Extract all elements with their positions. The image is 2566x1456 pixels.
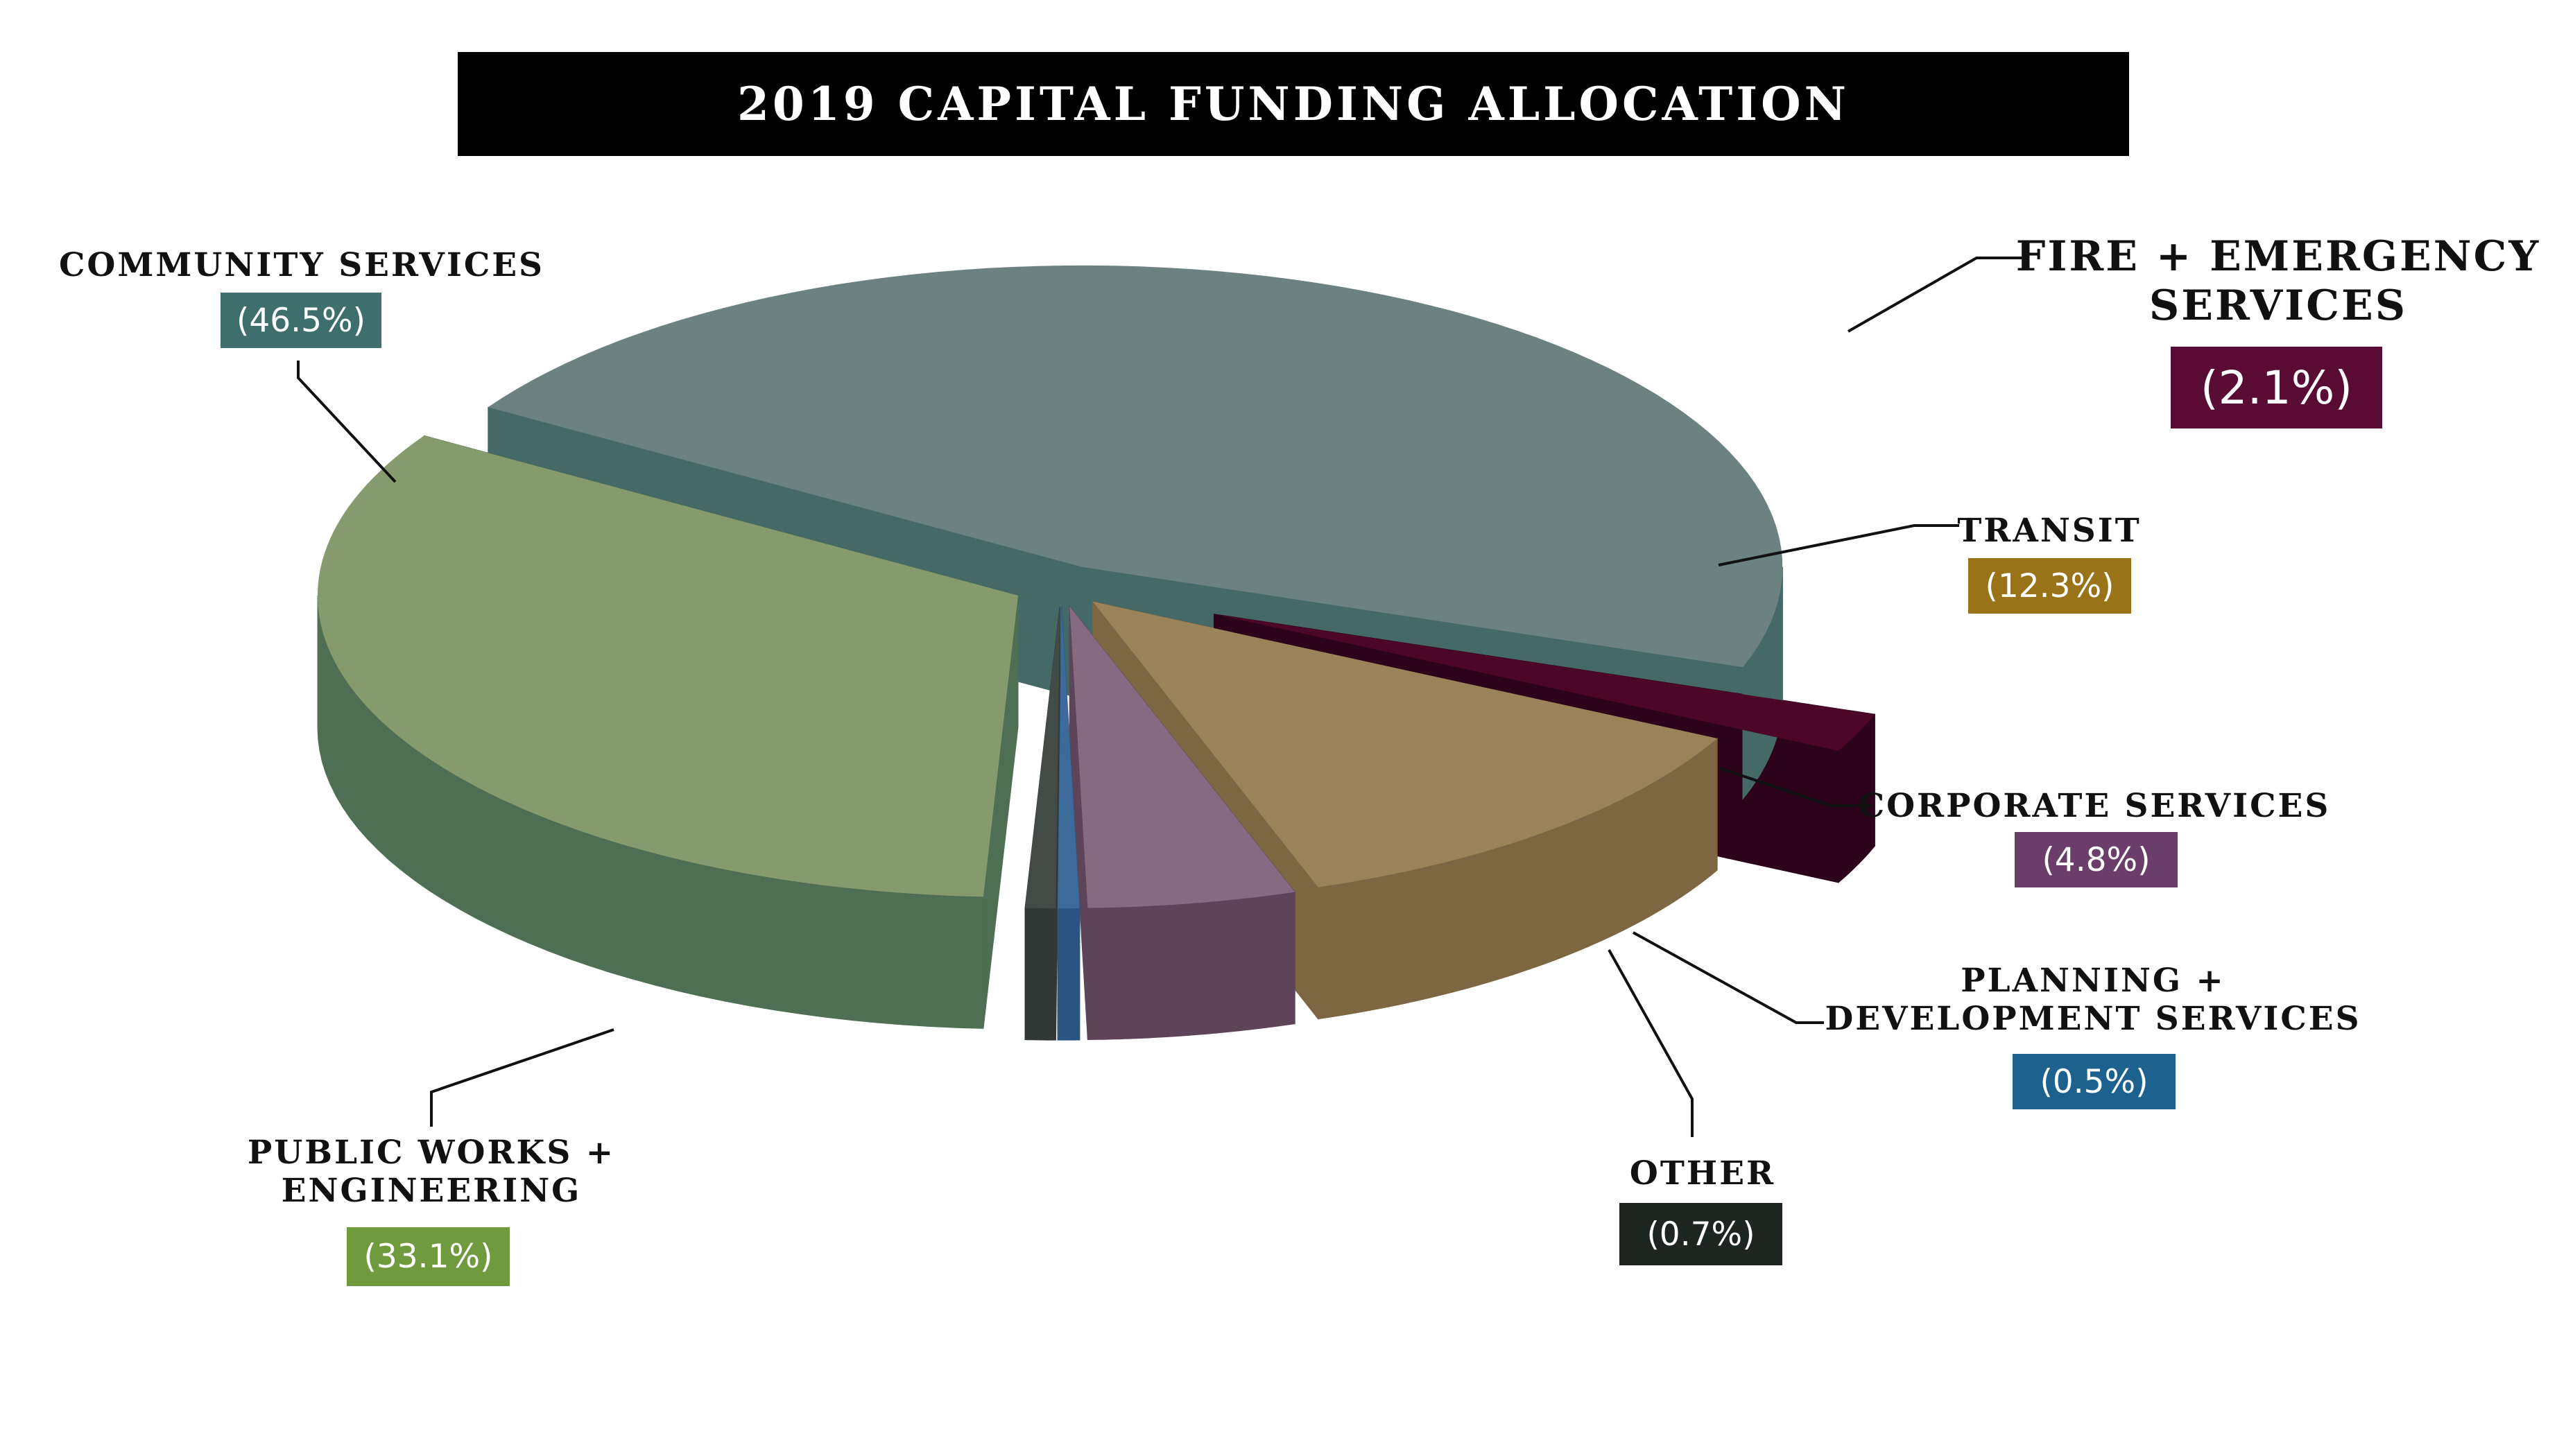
- label-line-planning-and-development-services-1: DEVELOPMENT SERVICES: [1825, 1000, 2361, 1039]
- value-badge-other: (0.7%): [1619, 1203, 1782, 1265]
- pie-side-other: [1024, 908, 1056, 1041]
- value-badge-public-works-and-engineering: (33.1%): [347, 1227, 510, 1286]
- leader-line-fire-and-emergency-services: [1848, 257, 2029, 333]
- chart-title-bar: 2019 CAPITAL FUNDING ALLOCATION: [458, 52, 2129, 156]
- label-other: OTHER: [1630, 1154, 1775, 1193]
- leader-line-planning-and-development-services: [1633, 931, 1824, 1024]
- value-badge-fire-and-emergency-services: (2.1%): [2171, 347, 2382, 428]
- label-line-community-services-0: COMMUNITY SERVICES: [59, 246, 544, 284]
- label-transit: TRANSIT: [1957, 512, 2141, 550]
- pie-slice-other: [1025, 607, 1060, 909]
- pie-slice-corporate-services: [1069, 606, 1295, 908]
- label-public-works-and-engineering: PUBLIC WORKS + ENGINEERING: [248, 1134, 615, 1211]
- leader-line-other: [1608, 949, 1694, 1137]
- pie-slice-transit: [1092, 601, 1718, 887]
- label-line-public-works-and-engineering-0: PUBLIC WORKS +: [247, 1134, 616, 1172]
- label-line-planning-and-development-services-0: PLANNING +: [1961, 962, 2225, 1000]
- leader-line-public-works-and-engineering: [430, 1028, 614, 1127]
- label-line-transit-0: TRANSIT: [1957, 512, 2142, 550]
- label-planning-and-development-services: PLANNING + DEVELOPMENT SERVICES: [1825, 962, 2361, 1039]
- label-line-corporate-services-0: CORPORATE SERVICES: [1858, 787, 2331, 825]
- value-badge-corporate-services: (4.8%): [2015, 832, 2178, 887]
- pie-slice-public-works-and-engineering: [318, 435, 1018, 897]
- pie-slice-fire-and-emergency-services: [1214, 614, 1875, 751]
- label-line-fire-and-emergency-services-0: FIRE + EMERGENCY: [2015, 232, 2541, 281]
- pie-slice-community-services: [488, 265, 1783, 668]
- pie-side-planning-and-development-services: [1057, 908, 1080, 1041]
- value-badge-transit: (12.3%): [1968, 558, 2131, 614]
- leader-line-transit: [1718, 524, 1959, 566]
- leader-line-community-services: [297, 361, 397, 483]
- label-corporate-services: CORPORATE SERVICES: [1859, 787, 2331, 825]
- label-line-public-works-and-engineering-1: ENGINEERING: [281, 1172, 582, 1211]
- pie-side-corporate-services: [1087, 892, 1295, 1041]
- label-line-other-0: OTHER: [1629, 1154, 1776, 1193]
- value-badge-planning-and-development-services: (0.5%): [2013, 1054, 2176, 1109]
- chart-title: 2019 CAPITAL FUNDING ALLOCATION: [737, 77, 1850, 131]
- label-line-fire-and-emergency-services-1: SERVICES: [2149, 281, 2408, 330]
- label-community-services: COMMUNITY SERVICES: [59, 246, 544, 284]
- pie-slice-planning-and-development-services: [1058, 607, 1080, 909]
- leader-lines: [297, 257, 2029, 1137]
- pie-tops: [318, 265, 1875, 909]
- value-badge-community-services: (46.5%): [221, 293, 381, 348]
- label-fire-and-emergency-services: FIRE + EMERGENCY SERVICES: [2016, 232, 2540, 331]
- leader-line-corporate-services: [1719, 767, 1872, 807]
